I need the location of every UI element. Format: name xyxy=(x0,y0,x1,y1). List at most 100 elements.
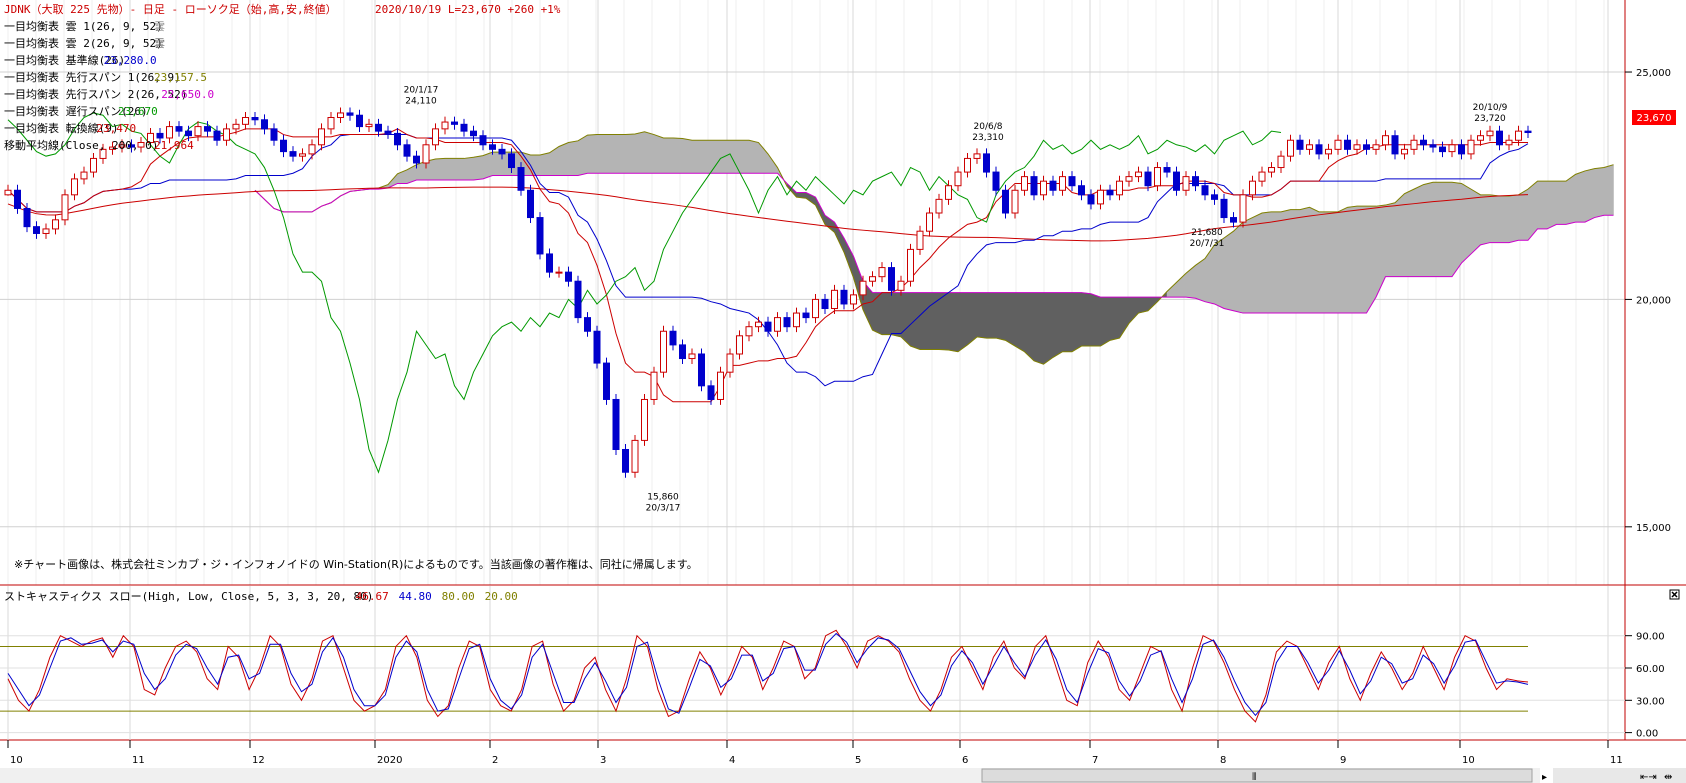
candle-body xyxy=(194,126,202,137)
candle-body xyxy=(156,132,164,139)
x-tick-label: 2 xyxy=(492,755,498,766)
x-tick-label: 10 xyxy=(1462,755,1475,766)
candle-body xyxy=(831,289,838,310)
candle-body xyxy=(916,230,924,250)
indicator-value: 23,280.0 xyxy=(104,54,157,67)
candle-body xyxy=(1068,176,1076,187)
cloud-segment xyxy=(872,292,883,336)
scrollbar-thumb[interactable] xyxy=(981,768,1533,783)
cloud-segment xyxy=(739,139,750,174)
candle-body xyxy=(907,248,914,282)
candle-body xyxy=(764,321,772,332)
cloud-segment xyxy=(444,158,455,181)
candle-body xyxy=(840,289,848,305)
candle-body xyxy=(4,189,12,196)
candle-body xyxy=(1439,146,1446,153)
candle-body xyxy=(498,148,506,155)
candle-body xyxy=(213,130,221,141)
cloud-segment xyxy=(1489,194,1500,243)
indicator-label: 一目均衡表 雲 1(26, 9, 52) xyxy=(4,19,163,33)
candles xyxy=(4,107,1532,478)
stochastic-value: 46.67 xyxy=(356,590,389,603)
cloud-segment xyxy=(986,292,997,339)
candle-body xyxy=(1334,139,1342,150)
candle-body xyxy=(1372,144,1380,150)
cloud-segment xyxy=(938,292,949,351)
y-tick-label: 30.00 xyxy=(1636,696,1665,707)
cloud-segment xyxy=(435,158,446,181)
candle-body xyxy=(1116,180,1123,196)
x-tick-label: 10 xyxy=(10,755,23,766)
close-icon[interactable] xyxy=(1669,589,1680,600)
candle-body xyxy=(1391,135,1399,155)
cloud-segment xyxy=(596,134,607,174)
cloud-segment xyxy=(1280,209,1291,314)
horizontal-scrollbar[interactable]: ⦀ xyxy=(0,768,1540,783)
cloud-segment xyxy=(1413,184,1424,277)
candle-body xyxy=(1363,144,1370,150)
candle-body xyxy=(859,280,867,296)
candle-body xyxy=(460,123,468,132)
candle-body xyxy=(1135,171,1142,178)
candle-body xyxy=(403,144,411,157)
indicator-value: 23,670 xyxy=(118,105,158,118)
candle-body xyxy=(1515,130,1522,141)
candle-body xyxy=(1230,217,1237,223)
stochastic-grid xyxy=(0,586,1625,740)
cloud-segment xyxy=(995,292,1006,341)
candle-body xyxy=(565,271,572,282)
cloud-segment xyxy=(1356,205,1367,314)
y-tick-label: 25,000 xyxy=(1636,68,1671,79)
candle-body xyxy=(52,219,59,230)
candle-body xyxy=(280,139,287,153)
cloud-segment xyxy=(929,292,940,350)
chart-title: JDNK（大取 225 先物）- 日足 - ローソク足（始,高,安,終値） xyxy=(4,2,337,16)
x-tick-label: 6 xyxy=(962,755,968,766)
candle-body xyxy=(1401,148,1408,155)
candle-body xyxy=(926,212,933,232)
candle-body xyxy=(337,112,344,119)
last-price-badge-bg xyxy=(1632,110,1676,125)
cloud-segment xyxy=(976,292,987,339)
candle-body xyxy=(1173,171,1180,191)
cloud-segment xyxy=(1043,292,1054,365)
candle-body xyxy=(612,398,620,450)
zoom-in-icon[interactable]: ⇹ xyxy=(1664,772,1672,783)
cloud-segment xyxy=(615,134,626,174)
cloud-segment xyxy=(1033,292,1044,365)
cloud-segment xyxy=(1423,181,1434,277)
candle-body xyxy=(1154,167,1161,187)
cloud-segment xyxy=(1347,205,1358,314)
cloud-segment xyxy=(1480,194,1491,246)
candle-body xyxy=(1477,135,1484,141)
candle-body xyxy=(954,171,962,187)
candle-body xyxy=(1201,185,1209,196)
candle-body xyxy=(897,280,905,291)
candle-body xyxy=(679,344,686,360)
cloud-segment xyxy=(919,292,930,350)
candle-body xyxy=(1239,194,1247,223)
candle-body xyxy=(1249,180,1256,196)
moving-average-200-line xyxy=(7,186,1529,242)
cloud-segment xyxy=(672,137,683,174)
cloud-segment xyxy=(881,292,892,335)
cloud-segment xyxy=(473,155,484,181)
candle-body xyxy=(1030,176,1038,196)
candle-body xyxy=(1192,176,1199,187)
candle-body xyxy=(1163,167,1171,173)
y-tick-label: 60.00 xyxy=(1636,664,1665,675)
candle-body xyxy=(23,207,31,228)
candle-body xyxy=(261,119,268,130)
candle-body xyxy=(546,253,553,273)
annotation-top: 20/1/17 xyxy=(404,86,439,96)
candle-body xyxy=(1287,139,1294,157)
zoom-out-icon[interactable]: ⇤⇥ xyxy=(1640,772,1657,783)
candle-body xyxy=(821,298,829,310)
scroll-right-arrow-icon[interactable]: ▸ xyxy=(1542,772,1547,783)
cloud-segment xyxy=(539,152,550,176)
candle-body xyxy=(270,128,278,141)
cloud-segment xyxy=(1337,206,1348,314)
